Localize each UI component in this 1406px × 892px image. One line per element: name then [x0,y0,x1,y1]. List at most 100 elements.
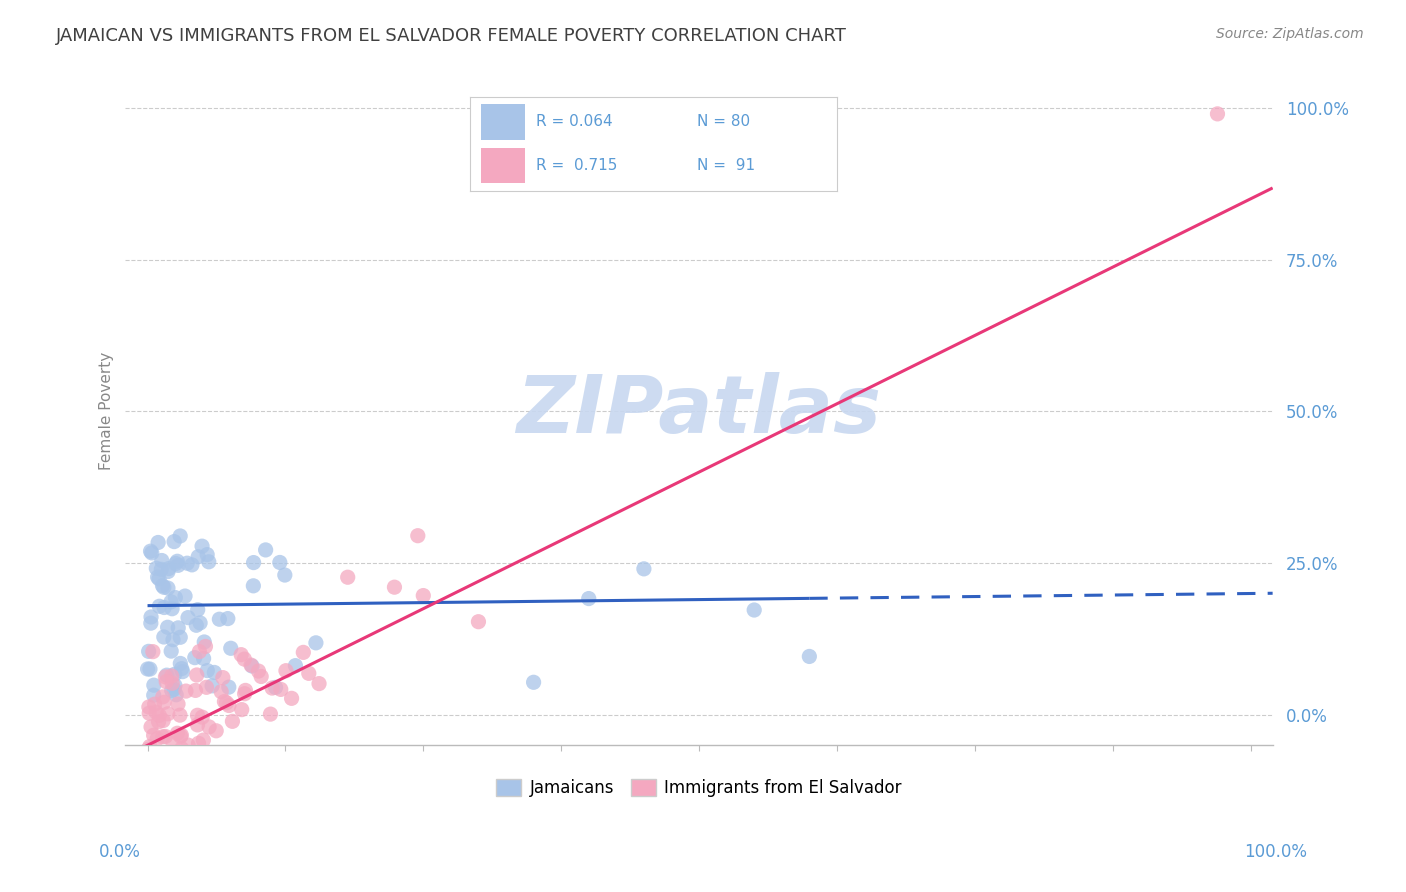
Point [149,769,172,783]
Point [157,747,180,761]
Point [165,557,187,571]
Point [141,546,163,560]
Point [191,710,214,724]
Point [139,720,162,734]
Point [153,762,176,776]
Point [201,679,224,693]
Point [235,683,257,698]
Point [143,697,166,711]
Point [174,684,197,698]
Point [170,662,193,676]
Point [156,620,179,634]
Point [162,736,184,750]
Point [187,549,209,564]
Point [188,644,211,658]
Point [167,558,190,573]
Point [240,659,263,673]
Point [242,556,264,570]
Point [176,769,198,783]
Point [162,632,184,647]
Point [186,708,208,723]
Point [142,678,165,692]
Point [188,615,211,630]
Point [138,706,160,721]
Point [1206,107,1229,121]
Point [166,758,188,772]
Point [167,621,190,635]
Point [195,681,218,695]
Point [136,742,159,756]
Point [160,683,183,698]
Point [165,591,187,605]
Point [193,733,215,747]
Point [176,556,198,570]
Point [240,658,263,673]
Point [145,769,167,783]
Point [292,645,315,659]
Point [150,562,173,576]
Point [177,738,200,752]
Point [284,658,307,673]
Point [169,529,191,543]
Point [156,581,179,595]
Point [191,539,214,553]
Point [139,739,162,754]
Point [187,603,209,617]
Text: 0.0%: 0.0% [98,843,141,861]
Point [138,644,160,658]
Point [139,616,162,631]
Point [187,736,209,750]
Point [412,589,434,603]
Point [146,570,169,584]
Point [274,664,297,678]
Point [152,579,174,593]
Point [163,759,186,773]
Point [163,682,186,697]
Point [166,554,188,568]
Point [172,665,194,679]
Text: Source: ZipAtlas.com: Source: ZipAtlas.com [1216,27,1364,41]
Point [406,529,429,543]
Point [139,662,162,676]
Text: ZIPatlas: ZIPatlas [516,372,882,450]
Point [242,579,264,593]
Legend: Jamaicans, Immigrants from El Salvador: Jamaicans, Immigrants from El Salvador [489,772,908,804]
Point [138,700,160,714]
Point [167,697,190,711]
Point [200,756,222,770]
Point [186,718,208,732]
Point [163,769,186,783]
Point [169,657,191,671]
Point [305,636,328,650]
Point [155,754,177,768]
Point [157,565,180,579]
Point [218,698,240,713]
Point [170,728,193,742]
Point [152,714,174,728]
Point [179,751,201,765]
Point [191,747,214,761]
Point [160,676,183,690]
Point [148,599,170,614]
Point [233,652,256,666]
Point [142,688,165,702]
Point [217,611,239,625]
Point [523,675,546,690]
Point [208,612,231,626]
Point [269,556,291,570]
Point [221,714,243,729]
Point [212,671,235,685]
Point [250,669,273,683]
Point [155,674,177,689]
Point [150,746,173,760]
Point [160,601,183,615]
Point [205,723,228,738]
Point [270,682,292,697]
Point [280,691,302,706]
Point [197,555,219,569]
Point [148,708,170,723]
Point [742,603,765,617]
Point [155,730,177,744]
Point [152,730,174,744]
Point [136,662,159,676]
